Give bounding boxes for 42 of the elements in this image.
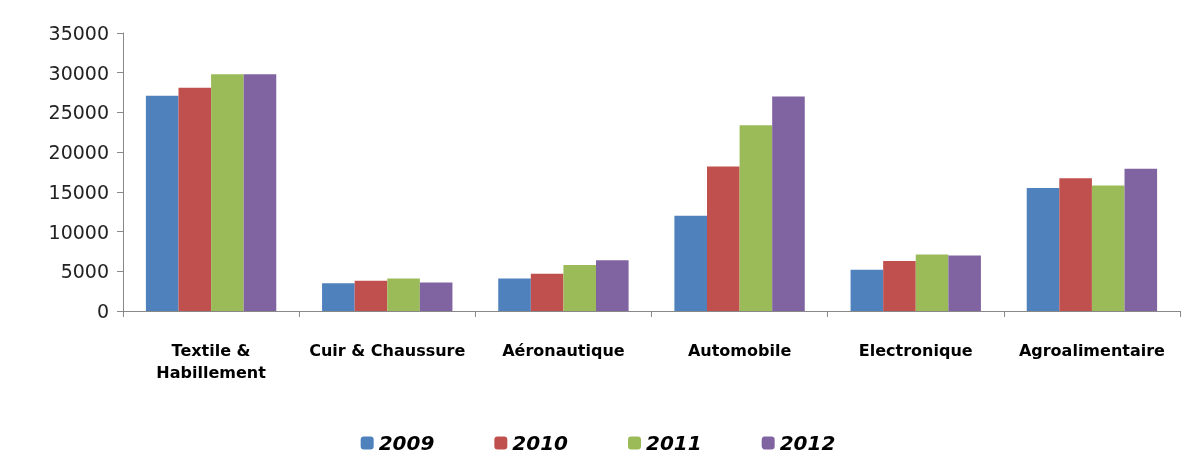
bar — [243, 74, 277, 311]
bar — [883, 260, 916, 311]
bar — [739, 125, 773, 311]
y-tick-label: 20000 — [48, 141, 109, 164]
y-tick-label: 35000 — [48, 22, 109, 44]
x-tick-label: Textile & Habillement — [156, 340, 267, 382]
bar — [850, 269, 884, 311]
x-tick-label: Electronique — [858, 340, 973, 360]
legend-label: 2011 — [646, 431, 702, 455]
x-tick-label: Cuir & Chaussure — [309, 340, 466, 360]
bar — [1091, 185, 1125, 311]
bar — [706, 166, 740, 311]
legend-label: 2010 — [512, 431, 569, 455]
y-tick-label: 15000 — [48, 180, 109, 203]
bar — [948, 255, 981, 311]
x-tick-label: Agroalimentaire — [1018, 340, 1166, 360]
bar — [530, 273, 564, 311]
y-tick-label: 0 — [96, 300, 109, 322]
bar — [419, 282, 453, 311]
y-tick-label: 30000 — [48, 61, 109, 84]
bar — [211, 74, 244, 311]
bar — [772, 96, 805, 311]
bar — [1026, 187, 1060, 311]
legend-label: 2009 — [378, 431, 435, 455]
bar — [354, 280, 388, 311]
bar — [145, 95, 179, 311]
bar — [1124, 168, 1158, 311]
x-tick-label: Aéronautique — [502, 340, 625, 360]
bar — [322, 283, 355, 311]
bar — [387, 278, 420, 311]
y-tick-label: 5000 — [60, 260, 109, 283]
y-tick-label: 25000 — [48, 101, 109, 124]
bar — [1059, 178, 1092, 311]
bar — [178, 87, 212, 311]
x-tick-label: Automobile — [687, 340, 792, 360]
bar — [498, 278, 531, 311]
bar — [674, 215, 707, 311]
bar — [596, 260, 629, 311]
legend-label: 2012 — [779, 431, 836, 455]
bar — [915, 254, 949, 311]
y-tick-label: 10000 — [48, 220, 109, 243]
bar — [563, 264, 597, 311]
